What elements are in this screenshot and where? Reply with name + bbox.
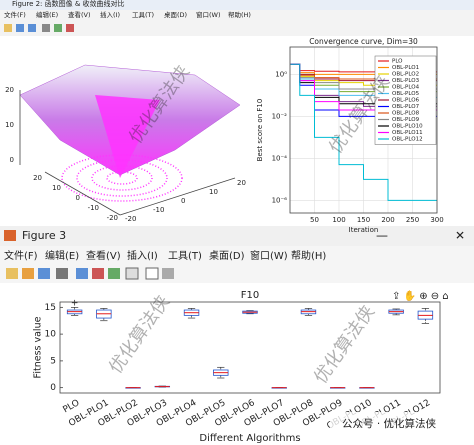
menu-item[interactable]: 工具(T) [132,11,154,19]
minimize-button[interactable]: — [376,229,388,243]
menu-item[interactable]: 工具(T) [168,250,202,262]
menu-item[interactable]: 桌面(D) [209,249,245,262]
outlier: + [71,299,79,309]
axes-frame [59,301,441,394]
x-tick-label: -20 [107,214,118,222]
close-button[interactable]: ✕ [455,229,465,243]
legend-label: OBL-PLO4 [392,85,420,91]
axes-frame [289,46,438,214]
x-tick-label: 300 [430,216,443,224]
menu-item[interactable]: 查看(V) [86,249,121,262]
legend-label: PLO [392,59,403,65]
menu-item[interactable]: 文件(F) [4,249,38,262]
x-tick-label: 10 [52,184,61,192]
y-tick-label: 10 [209,188,218,196]
x-tick-label: 100 [332,216,345,224]
y-tick-label: -10 [153,206,164,214]
x-tick-label: 150 [357,216,370,224]
legend-label: OBL-PLO6 [392,98,420,104]
menu-item[interactable]: 窗口(W) [250,249,288,262]
app-icon [4,230,16,241]
legend-label: OBL-PLO12 [392,137,423,143]
z-tick-label: 0 [10,156,14,164]
title-bar [0,0,474,10]
y-tick-label: 10⁻⁴ [272,154,288,162]
x-tick-label: 20 [33,174,42,182]
series-line [290,63,437,201]
watermark-footer: 公众号 · 优化算法侠 [342,417,437,430]
z-tick-label: 20 [5,86,14,94]
window-title: Figure 3 [22,229,66,242]
legend-label: OBL-PLO1 [392,65,419,71]
y-tick-label: 10⁰ [275,70,287,78]
y-axis-label: Fitness value [33,316,44,378]
y-tick-label: 15 [45,303,56,313]
footer-badge [330,412,470,436]
y-tick-label: 0 [50,383,56,393]
x-tick-label: 200 [381,216,394,224]
z-tick-label: 10 [5,121,14,129]
y-tick-label: 10⁻⁶ [272,196,288,204]
menu-toolbar [0,10,474,36]
legend-label: OBL-PLO10 [392,124,423,130]
menu-item[interactable]: 编辑(E) [36,10,58,19]
toolbar [6,267,174,280]
y-axis-label: Best score on F10 [256,99,264,162]
y-tick-label: 20 [237,179,246,187]
chart-title: F10 [241,290,259,301]
menu-item[interactable]: 窗口(W) [196,10,221,19]
surface-plot [19,64,241,216]
x-tick-label: 0 [76,194,80,202]
window-title: Figure 2: 函数图像 & 收敛曲线对比 [12,0,125,8]
menu-item[interactable]: 查看(V) [68,10,91,19]
axes-toolbar[interactable]: ⇪ ✋ ⊕ ⊖ ⌂ [392,289,449,302]
menu-item[interactable]: 桌面(D) [164,10,187,19]
menu-item[interactable]: 插入(I) [100,10,120,19]
x-tick-label: 50 [310,216,319,224]
legend-label: OBL-PLO11 [392,130,423,136]
x-tick-label: 250 [406,216,419,224]
menu-item[interactable]: 帮助(H) [228,10,251,19]
y-tick-label: -20 [125,215,136,223]
legend-label: OBL-PLO8 [392,111,420,117]
legend-label: OBL-PLO2 [392,72,419,78]
legend-label: OBL-PLO3 [392,78,420,84]
menu-item[interactable]: 插入(I) [127,249,158,262]
x-tick-label: -10 [88,204,99,212]
toolbar [4,24,74,32]
y-tick-label: 10⁻² [272,112,288,120]
menu-item[interactable]: 帮助(H) [291,249,326,262]
legend-label: OBL-PLO9 [392,117,420,123]
y-tick-label: 10 [45,330,57,340]
menu-item[interactable]: 编辑(E) [45,249,79,262]
menu-item[interactable]: 文件(F) [4,10,26,19]
chart-title: Convergence curve, Dim=30 [309,37,418,46]
y-tick-label: 5 [50,356,56,366]
x-axis-label: Iteration [349,226,379,234]
legend-label: OBL-PLO7 [392,104,420,110]
title-bar [0,226,474,246]
legend-label: OBL-PLO5 [392,91,420,97]
y-tick-label: 0 [181,197,185,205]
x-axis-label: Different Algorithms [199,433,300,444]
